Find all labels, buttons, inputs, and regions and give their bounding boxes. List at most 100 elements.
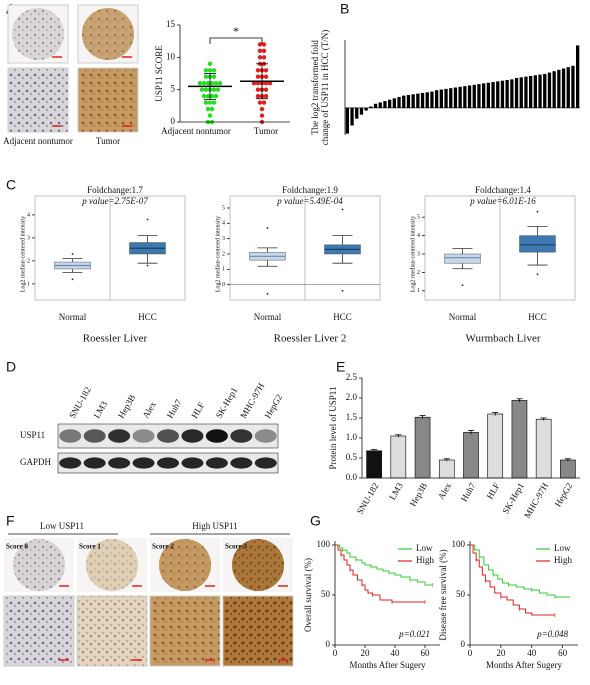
bar (560, 459, 576, 479)
x-tick-label: HCC (333, 312, 352, 322)
bar (366, 450, 382, 479)
bar (416, 93, 420, 108)
p-value: p=0.048 (536, 629, 568, 639)
lane-label: HLF (189, 400, 206, 420)
y-tick-label: 50 (321, 589, 331, 599)
bar (449, 88, 453, 108)
x-tick-label: 60 (421, 648, 431, 658)
bar (543, 73, 547, 108)
bar (406, 94, 411, 108)
score-label: Score 1 (79, 543, 101, 551)
data-point (203, 68, 209, 73)
survival-curve (335, 544, 425, 603)
y-tick-label: 5 (222, 205, 225, 211)
bar (486, 82, 490, 108)
bar (435, 90, 439, 108)
data-point (267, 81, 273, 86)
bar (487, 413, 504, 479)
data-point (261, 55, 267, 60)
y-axis-label: Log2 median-centered intensity (215, 216, 221, 292)
data-point (257, 42, 263, 47)
bar (430, 91, 434, 108)
data-point (211, 74, 217, 79)
bar (491, 82, 495, 108)
y-axis-label: Disease free survival (%) (438, 549, 448, 640)
data-point (215, 87, 221, 92)
blot-band (83, 429, 106, 443)
blot-band (181, 429, 204, 443)
y-tick-label: 5 (171, 84, 176, 94)
lane-label: Hep3B (116, 393, 137, 420)
x-tick-label: HCC (528, 312, 547, 322)
box (519, 235, 556, 253)
x-tick-label: Alex (436, 481, 454, 502)
bar (359, 107, 364, 115)
bar (467, 85, 472, 108)
bar (364, 107, 368, 111)
data-point (201, 93, 207, 99)
outlier (341, 208, 344, 211)
x-tick-label: Adjacent nontumor (161, 126, 231, 136)
group-label: Low USP11 (40, 521, 84, 531)
bar (535, 418, 552, 479)
bar (439, 89, 443, 108)
data-point (203, 100, 209, 105)
data-point (207, 61, 213, 66)
bar (425, 92, 429, 108)
lane-label: Alex (140, 399, 158, 420)
data-point (255, 68, 261, 73)
x-tick-label: 20 (496, 648, 506, 658)
y-tick-label: 100 (452, 539, 466, 549)
data-point (217, 81, 223, 86)
blot-band (59, 429, 82, 443)
score-label: Score 2 (152, 543, 174, 551)
x-tick-label: LM3 (387, 481, 405, 502)
chart-subtitle: Foldchange:1.4 (475, 185, 531, 195)
y-tick-label: 1 (222, 267, 225, 273)
bar (392, 98, 396, 108)
x-tick-label: Normal (254, 312, 282, 322)
data-point (257, 55, 263, 60)
significance-bracket (209, 37, 263, 44)
outlier (266, 227, 269, 229)
bar (519, 77, 523, 108)
data-point (263, 93, 269, 99)
bar (383, 101, 387, 108)
y-axis-label: Log2 median-centered intensity (20, 216, 26, 292)
bar (538, 74, 542, 108)
legend-label: Low (416, 543, 433, 553)
p-value: p value=2.75E-07 (81, 196, 148, 206)
data-point (207, 113, 213, 118)
group-label: High USP11 (192, 521, 237, 531)
bar (500, 80, 505, 108)
y-tick-label: 0 (326, 639, 331, 649)
data-point (209, 106, 215, 112)
image-label: Adjacent nontumor (3, 136, 73, 146)
data-point (207, 68, 213, 73)
data-point (213, 81, 219, 86)
data-point (203, 87, 209, 92)
bar (345, 107, 349, 134)
bar (552, 71, 556, 108)
data-point (263, 68, 269, 73)
x-axis-label: Months After Sugery (486, 660, 562, 670)
blot-band (108, 457, 131, 469)
p-value: p value=5.49E-04 (276, 196, 343, 206)
image-zoom (149, 595, 221, 667)
y-tick-label: 2 (417, 270, 420, 276)
bar (369, 106, 373, 108)
x-tick-label: Tumor (254, 126, 278, 136)
data-point (211, 68, 217, 73)
survival-curve (470, 544, 555, 616)
chart-title: Roessler Liver 2 (274, 333, 347, 345)
box (444, 253, 481, 264)
bar (514, 78, 519, 108)
x-tick-label: 40 (527, 648, 537, 658)
bar (561, 68, 566, 108)
bar (438, 459, 455, 479)
y-tick-label: 3 (27, 235, 30, 241)
y-tick-label: 0 (222, 282, 225, 288)
y-tick-label: 100 (317, 539, 331, 549)
data-point (199, 87, 205, 92)
